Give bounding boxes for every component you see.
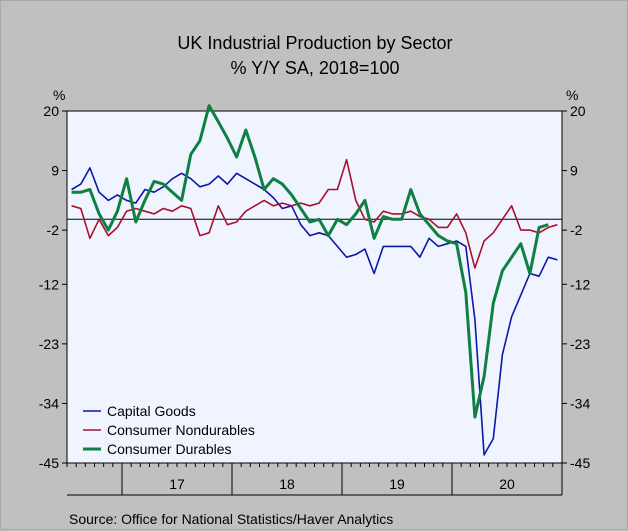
chart-subtitle: % Y/Y SA, 2018=100 [231, 58, 400, 78]
x-tick-label: 19 [389, 476, 405, 492]
legend-label-1: Capital Goods [107, 403, 196, 419]
y-tick-label-left: -23 [39, 336, 59, 352]
legend: Capital Goods Consumer Nondurables Consume… [83, 403, 255, 457]
y-tick-label-left: -2 [47, 222, 60, 238]
x-axis: 17 18 19 20 [66, 463, 563, 496]
y-tick-label-right: -2 [570, 222, 583, 238]
series-line-3 [71, 104, 549, 419]
y-tick-label-left: 9 [51, 163, 59, 179]
x-tick-label: 18 [279, 476, 295, 492]
y-tick-label-left: -45 [39, 455, 59, 471]
legend-label-3: Consumer Durables [107, 441, 232, 457]
y-tick-label-right: -23 [570, 336, 590, 352]
source-note: Source: Office for National Statistics/H… [69, 511, 393, 527]
y-tick-label-right: 20 [570, 103, 586, 119]
series-lines [71, 104, 558, 456]
y-tick-label-right: -45 [570, 455, 590, 471]
y-tick-label-left: -12 [39, 276, 59, 292]
plot-area [66, 110, 563, 464]
y-axis-left: 20 9 -2 -12 -23 -34 -45 [39, 103, 67, 471]
x-tick-label: 17 [169, 476, 185, 492]
y-tick-label-right: -34 [570, 395, 590, 411]
y-tick-label-right: 9 [570, 163, 578, 179]
y-axis-label-right: % [566, 87, 578, 103]
chart-title: UK Industrial Production by Sector [177, 33, 452, 53]
y-tick-label-left: 20 [43, 103, 59, 119]
series-line-1 [71, 167, 558, 456]
legend-label-2: Consumer Nondurables [107, 422, 255, 438]
x-tick-label: 20 [499, 476, 515, 492]
y-axis-label-left: % [53, 87, 65, 103]
y-tick-label-right: -12 [570, 276, 590, 292]
series-line-2 [71, 158, 558, 269]
y-axis-right: 20 9 -2 -12 -23 -34 -45 [562, 103, 590, 471]
y-tick-label-left: -34 [39, 395, 59, 411]
